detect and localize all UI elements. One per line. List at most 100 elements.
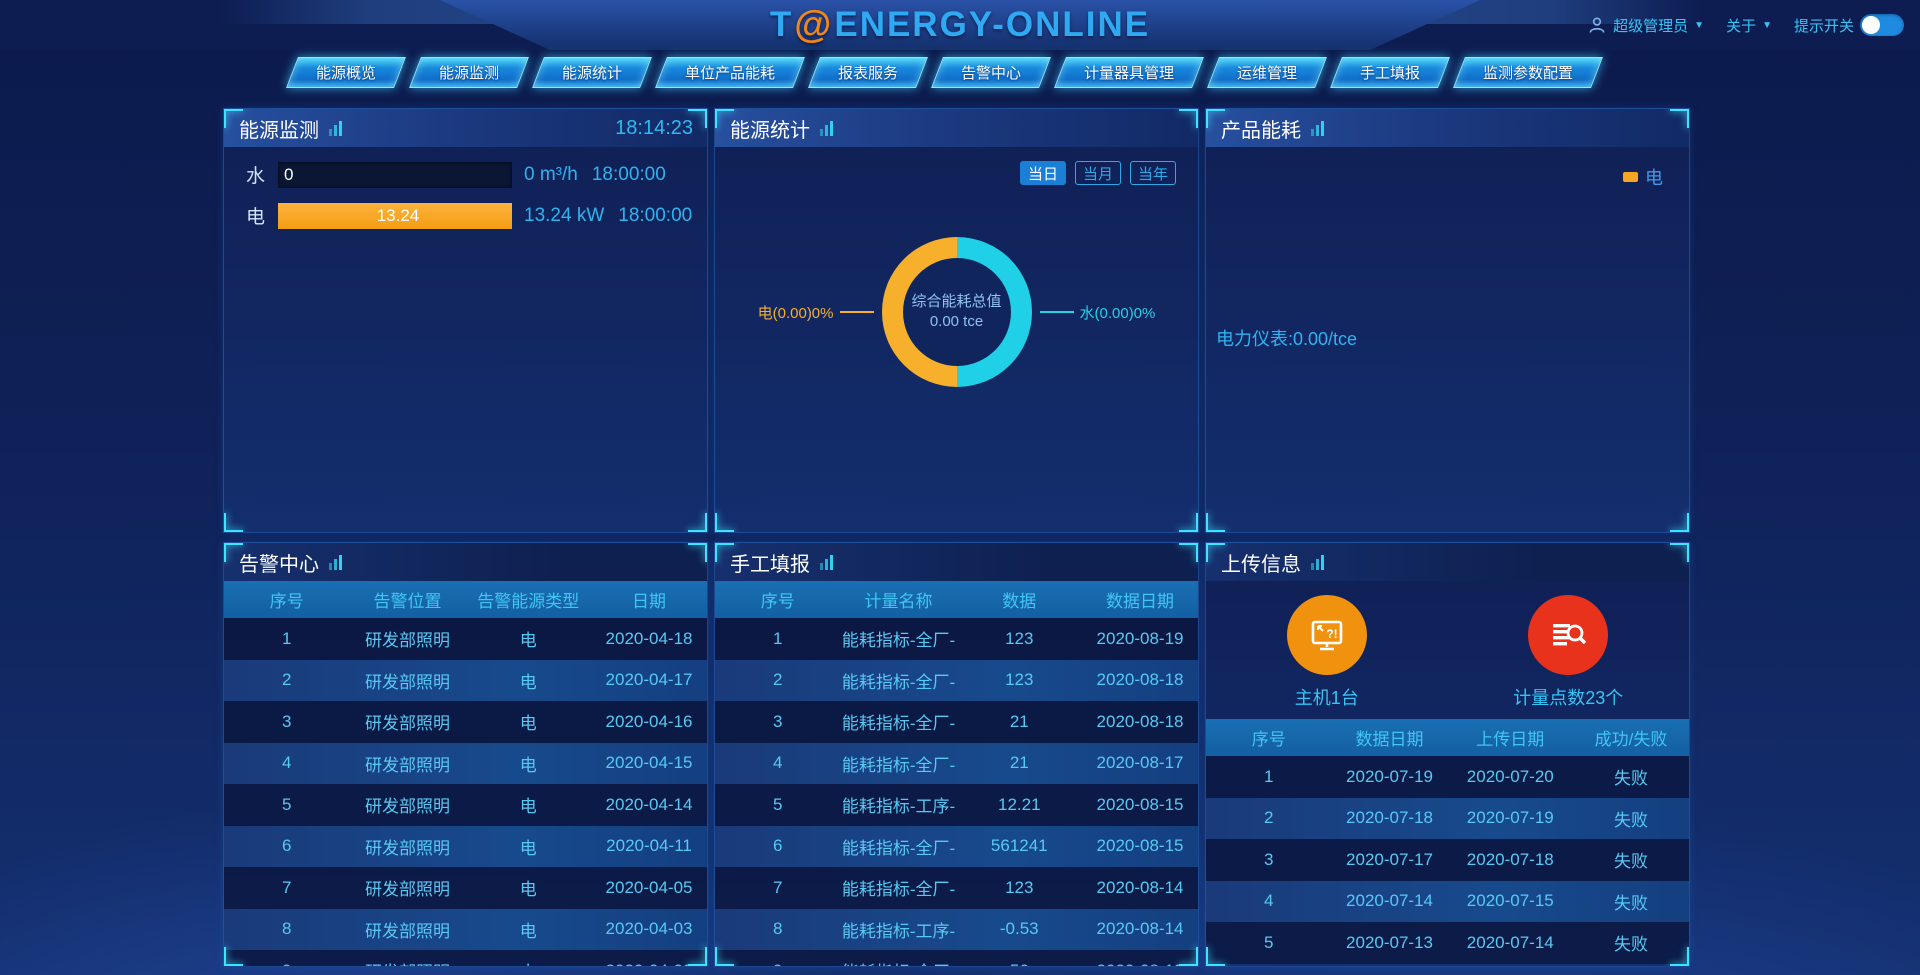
table-row[interactable]: 6 研发部照明 电 2020-04-11: [224, 825, 707, 867]
nav-tab-6[interactable]: 告警中心: [931, 57, 1052, 88]
table-cell: 2020-08-14: [1096, 919, 1184, 939]
nav-tab-10[interactable]: 监测参数配置: [1453, 57, 1604, 88]
table-header-row: 序号 计量名称 数据 数据日期: [715, 581, 1198, 618]
table-row[interactable]: 2 研发部照明 电 2020-04-17: [224, 659, 707, 701]
table-cell: 2: [282, 670, 292, 690]
callout-line: [1039, 311, 1074, 313]
table-cell: 4: [1264, 891, 1274, 911]
tip-switch-label: 提示开关: [1793, 17, 1854, 35]
table-header-row: 序号 告警位置 告警能源类型 日期: [224, 581, 707, 618]
table-cell: 能耗指标-全厂-: [841, 631, 956, 651]
panel-corner: [1670, 109, 1689, 128]
table-row[interactable]: 3 能耗指标-全厂- 21 2020-08-18: [715, 701, 1198, 743]
table-row[interactable]: 8 能耗指标-工序- -0.53 2020-08-14: [715, 908, 1198, 950]
table-cell: 2020-07-14: [1466, 932, 1554, 952]
table-row[interactable]: 2 2020-07-18 2020-07-19 失败: [1206, 797, 1689, 839]
table-row[interactable]: 5 研发部照明 电 2020-04-14: [224, 784, 707, 826]
panel-corner: [1179, 109, 1198, 128]
signal-bars-icon: [329, 554, 342, 570]
svg-text:?!: ?!: [1326, 627, 1337, 641]
donut-chart[interactable]: 综合能耗总值 0.00 tce: [881, 237, 1032, 387]
nav-tab-2[interactable]: 能源监测: [409, 57, 529, 88]
table-cell: 2: [1264, 808, 1274, 828]
table-cell: 研发部照明: [365, 921, 451, 941]
gauge-unit-value: 0 m³/h: [524, 163, 578, 185]
nav-tab-label: 手工填报: [1360, 65, 1421, 82]
table-cell: 2020-04-16: [605, 711, 693, 731]
table-row[interactable]: 1 能耗指标-全厂- 123 2020-08-19: [715, 618, 1198, 660]
table-cell: 7: [282, 877, 292, 897]
table-cell: 电: [519, 672, 537, 692]
toggle-knob: [1862, 16, 1880, 34]
nav-tab-1[interactable]: 能源概览: [286, 57, 406, 88]
table-row[interactable]: 9能耗指标-全厂-562020-08-13: [715, 950, 1198, 966]
nav-tab-4[interactable]: 单位产品能耗: [655, 57, 806, 88]
column-header: 计量名称: [864, 592, 933, 611]
callout-line: [839, 311, 874, 313]
table-cell: 2: [773, 670, 783, 690]
tip-toggle[interactable]: [1860, 14, 1904, 36]
logo-at-icon: @: [794, 3, 834, 46]
table-row[interactable]: 2 能耗指标-全厂- 123 2020-08-18: [715, 659, 1198, 701]
table-cell: 2020-04-03: [605, 919, 693, 939]
table-cell: 2020-04-17: [605, 670, 693, 690]
tab-today[interactable]: 当日: [1019, 161, 1066, 185]
gauge-unit-value: 13.24 kW: [524, 204, 605, 226]
panel-title: 能源监测: [239, 119, 319, 142]
chart-legend[interactable]: 电: [1623, 164, 1663, 190]
table-cell: 研发部照明: [365, 880, 451, 900]
table-row[interactable]: 4 2020-07-14 2020-07-15 失败: [1206, 880, 1689, 922]
donut-center-line1: 综合能耗总值: [911, 292, 1002, 310]
table-cell: 123: [1005, 670, 1034, 690]
table-row[interactable]: 9研发部照明电2020-04-02: [224, 950, 707, 966]
panel-corner: [1670, 543, 1689, 562]
nav-tab-label: 计量器具管理: [1084, 65, 1175, 82]
table-cell: 能耗指标-全厂-: [841, 880, 956, 900]
table-cell: 研发部照明: [365, 672, 451, 692]
gauge-value: 13.24: [376, 205, 420, 225]
gauge-track: 13.24: [278, 202, 512, 229]
gauge-timestamp: 18:00:00: [618, 204, 693, 226]
nav-tab-3[interactable]: 能源统计: [532, 57, 652, 88]
table-row[interactable]: 6 能耗指标-全厂- 561241 2020-08-15: [715, 825, 1198, 867]
donut-center-label: 综合能耗总值 0.00 tce: [882, 237, 1032, 387]
table-cell: 电: [519, 880, 537, 900]
table-row[interactable]: 4 研发部照明 电 2020-04-15: [224, 742, 707, 784]
table-row[interactable]: 1 2020-07-19 2020-07-20 失败: [1206, 756, 1689, 798]
table-cell: 研发部照明: [365, 755, 451, 775]
panel-corner: [688, 513, 707, 532]
table-body: 1 研发部照明电 2020-04-18 2 研发部照明电 2020-04-17 3 研发部照明…: [224, 618, 707, 966]
table-row[interactable]: 1 研发部照明 电 2020-04-18: [224, 618, 707, 660]
panel-corner: [688, 543, 707, 562]
tab-month[interactable]: 当月: [1074, 161, 1121, 185]
logo-rest: ENERGY-ONLINE: [834, 5, 1151, 44]
table-cell: 失败: [1614, 893, 1649, 913]
panel-title: 手工填报: [730, 553, 810, 576]
gauge-label: 电: [246, 207, 266, 228]
table-row[interactable]: 7 能耗指标-全厂- 123 2020-08-14: [715, 867, 1198, 909]
nav-tab-8[interactable]: 运维管理: [1207, 57, 1328, 88]
table-row[interactable]: 3 2020-07-17 2020-07-18 失败: [1206, 839, 1689, 881]
about-menu[interactable]: 关于 ▼: [1726, 15, 1772, 36]
panel-title-bar: 能源统计: [715, 109, 1198, 147]
nav-tab-5[interactable]: 报表服务: [808, 57, 929, 88]
panel-corner: [688, 947, 707, 966]
table-row[interactable]: 5 能耗指标-工序- 12.21 2020-08-15: [715, 784, 1198, 826]
panel-corner: [1179, 947, 1198, 966]
table-row[interactable]: 4 能耗指标-全厂- 21 2020-08-17: [715, 742, 1198, 784]
table-row[interactable]: 3 研发部照明 电 2020-04-16: [224, 701, 707, 743]
about-label: 关于: [1726, 17, 1757, 35]
tab-year[interactable]: 当年: [1129, 161, 1176, 185]
table-cell: 561241: [990, 836, 1048, 856]
user-menu[interactable]: 超级管理员 ▼: [1587, 15, 1704, 36]
nav-tab-9[interactable]: 手工填报: [1330, 57, 1451, 88]
table-row[interactable]: 7 研发部照明 电 2020-04-05: [224, 867, 707, 909]
table-row[interactable]: 5 2020-07-13 2020-07-14 失败: [1206, 922, 1689, 964]
table-cell: 2020-08-18: [1096, 670, 1184, 690]
table-cell: 电: [519, 921, 537, 941]
table-row[interactable]: 8 研发部照明 电 2020-04-03: [224, 908, 707, 950]
donut-label-water: 水(0.00)0%: [1079, 304, 1156, 322]
column-header: 序号: [269, 592, 304, 611]
user-name: 超级管理员: [1613, 17, 1689, 35]
nav-tab-7[interactable]: 计量器具管理: [1054, 57, 1205, 88]
